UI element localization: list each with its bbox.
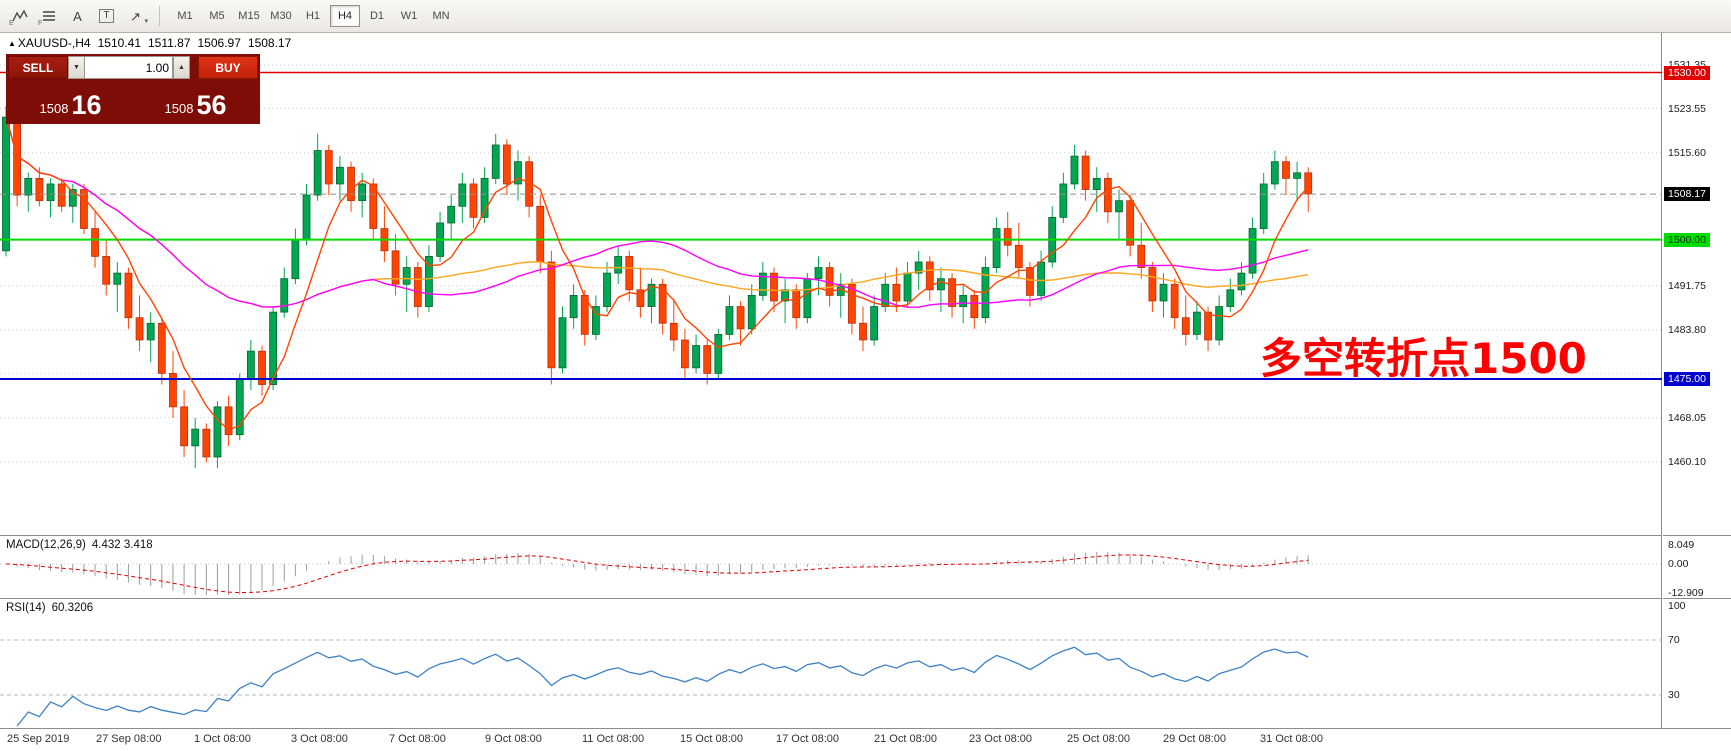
rsi-label: RSI(14) 60.3206 <box>6 602 99 614</box>
chevron-down-icon: ▾ <box>144 18 148 25</box>
sell-price-display[interactable]: 1508 16 <box>8 81 133 124</box>
ohlc-high: 1511.87 <box>148 36 191 50</box>
volume-dropdown-button[interactable]: ▼ <box>68 56 85 79</box>
timeframe-m15[interactable]: M15 <box>234 5 264 27</box>
time-label: 9 Oct 08:00 <box>485 733 542 745</box>
trade-controls-row: SELL ▼ ▲ BUY <box>8 56 258 79</box>
price-axis[interactable]: 1531.351523.551515.601491.751483.801468.… <box>1663 33 1731 535</box>
sell-price-big: 16 <box>71 90 102 120</box>
drawing-tools-group: E F A T ↗ ▾ <box>6 4 149 28</box>
timeframe-h1[interactable]: H1 <box>298 5 328 27</box>
time-label: 21 Oct 08:00 <box>874 733 937 745</box>
time-label: 11 Oct 08:00 <box>582 733 645 745</box>
macd-chart <box>0 551 1662 595</box>
price-tag: 1508.17 <box>1664 187 1710 202</box>
macd-axis-label: 8.049 <box>1668 538 1695 551</box>
line-tools-icon-glyph: ↗ <box>130 8 141 24</box>
indicators-icon[interactable]: E <box>6 4 33 28</box>
price-label: 1460.10 <box>1668 456 1706 468</box>
text-label-icon[interactable]: A <box>64 4 91 28</box>
time-label: 29 Oct 08:00 <box>1163 733 1226 745</box>
ohlc-open: 1510.41 <box>97 36 141 50</box>
timeframe-mn[interactable]: MN <box>426 5 456 27</box>
price-label: 1515.60 <box>1668 146 1706 159</box>
time-label: 17 Oct 08:00 <box>776 733 839 745</box>
chart-ohlc-readout: ▲ XAUUSD-,H4 1510.41 1511.87 1506.97 1508.17 <box>8 36 298 50</box>
time-label: 31 Oct 08:00 <box>1260 733 1323 745</box>
time-label: 15 Oct 08:00 <box>680 733 743 745</box>
price-label: 1491.75 <box>1668 279 1706 292</box>
trade-quotes-row: 1508 16 1508 56 <box>8 81 258 124</box>
time-axis[interactable]: 25 Sep 2019 27 Sep 08:00 1 Oct 08:00 3 Oct … <box>0 728 1731 751</box>
line-tools-icon[interactable]: ↗ ▾ <box>122 4 149 28</box>
chart-symbol: XAUUSD-,H4 <box>17 36 91 50</box>
price-tag: 1530.00 <box>1664 65 1710 80</box>
price-tag: 1500.00 <box>1664 232 1710 247</box>
buy-price-display[interactable]: 1508 56 <box>133 81 258 124</box>
price-label: 1468.05 <box>1668 411 1706 424</box>
rsi-axis-label: 100 <box>1668 600 1686 612</box>
templates-list-icon[interactable]: F <box>35 4 62 28</box>
time-label: 3 Oct 08:00 <box>291 733 348 745</box>
toolbar: E F A T ↗ ▾ M1 M5 M15 M30 H1 H4 D1 W1 MN <box>0 0 1731 33</box>
sell-button[interactable]: SELL <box>8 56 68 79</box>
timeframe-d1[interactable]: D1 <box>362 5 392 27</box>
chevron-down-icon: ▼ <box>73 64 80 71</box>
time-label: 27 Sep 08:00 <box>96 733 162 745</box>
rsi-chart <box>0 639 1662 727</box>
timeframe-m30[interactable]: M30 <box>266 5 296 27</box>
time-label: 7 Oct 08:00 <box>389 733 446 745</box>
macd-panel[interactable]: MACD(12,26,9) 4.432 3.418 <box>0 535 1662 598</box>
candlestick-chart[interactable] <box>0 33 1662 535</box>
chevron-up-icon: ▲ <box>178 64 185 71</box>
buy-button[interactable]: BUY <box>198 56 258 79</box>
rsi-panel[interactable]: RSI(14) 60.3206 <box>0 598 1662 728</box>
ohlc-low: 1506.97 <box>197 36 241 50</box>
timeframe-m5[interactable]: M5 <box>202 5 232 27</box>
tool-badge: E <box>9 20 14 27</box>
text-box-icon[interactable]: T <box>93 4 120 28</box>
macd-axis-label: -12.909 <box>1668 587 1704 599</box>
macd-axis: 8.049 0.00 -12.909 <box>1663 535 1731 599</box>
volume-field-wrap <box>85 56 173 79</box>
macd-name: MACD(12,26,9) <box>6 539 86 551</box>
rsi-axis-label: 70 <box>1668 634 1680 646</box>
time-label: 25 Oct 08:00 <box>1067 733 1130 745</box>
buy-price-big: 56 <box>196 90 227 120</box>
timeframe-switcher: M1 M5 M15 M30 H1 H4 D1 W1 MN <box>170 5 456 27</box>
timeframe-h4[interactable]: H4 <box>330 5 360 27</box>
macd-label: MACD(12,26,9) 4.432 3.418 <box>6 539 159 551</box>
time-label: 25 Sep 2019 <box>7 733 70 745</box>
timeframe-w1[interactable]: W1 <box>394 5 424 27</box>
rsi-name: RSI(14) <box>6 602 46 614</box>
rsi-axis-label: 30 <box>1668 689 1680 701</box>
ohlc-close: 1508.17 <box>247 36 292 50</box>
toolbar-separator <box>159 6 160 26</box>
trade-spacer <box>190 56 198 79</box>
symbol-marker-icon: ▲ <box>8 39 16 48</box>
macd-axis-label: 0.00 <box>1668 558 1689 570</box>
tool-badge: F <box>38 20 43 27</box>
chart-annotation: 多空转折点1500 <box>1260 334 1587 383</box>
sell-price-base: 1508 <box>39 101 69 116</box>
time-label: 23 Oct 08:00 <box>969 733 1032 745</box>
volume-up-button[interactable]: ▲ <box>173 56 190 79</box>
rsi-axis: 100 70 30 <box>1663 598 1731 728</box>
price-label: 1483.80 <box>1668 323 1706 336</box>
text-label-icon-glyph: A <box>73 8 82 24</box>
macd-values: 4.432 3.418 <box>91 539 153 551</box>
text-box-icon-glyph: T <box>99 9 114 23</box>
price-chart-panel[interactable]: ▲ XAUUSD-,H4 1510.41 1511.87 1506.97 1508.17 … <box>0 33 1662 535</box>
buy-price-base: 1508 <box>164 101 194 116</box>
timeframe-m1[interactable]: M1 <box>170 5 200 27</box>
price-tag: 1475.00 <box>1664 372 1710 386</box>
time-label: 1 Oct 08:00 <box>194 733 251 745</box>
rsi-value: 60.3206 <box>51 602 94 614</box>
volume-input[interactable] <box>85 57 172 78</box>
price-label: 1523.55 <box>1668 102 1706 115</box>
